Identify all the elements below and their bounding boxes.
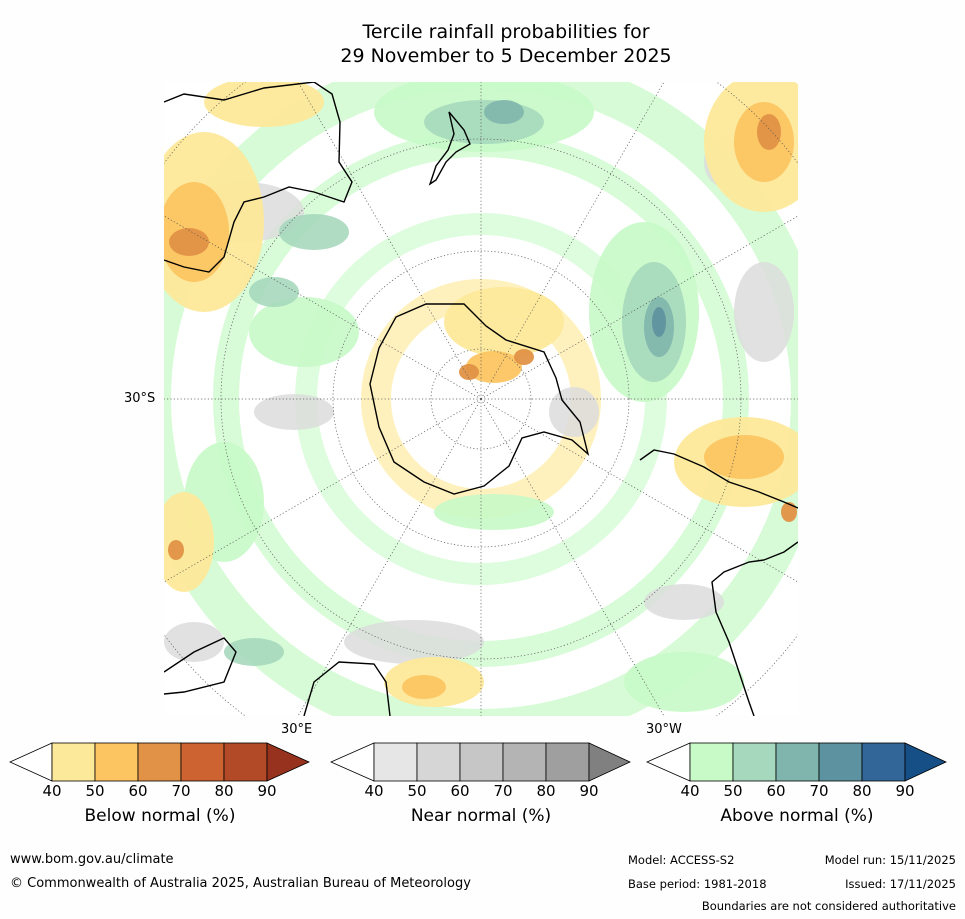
tick-label: 50	[407, 782, 427, 800]
longitude-label-east: 30°E	[281, 722, 313, 737]
tick-label: 70	[493, 782, 513, 800]
tick-label: 60	[450, 782, 470, 800]
cbar-seg	[818, 742, 863, 782]
tick-label: 60	[128, 782, 148, 800]
cbar-seg	[502, 742, 547, 782]
tick-label: 80	[214, 782, 234, 800]
longitude-label-west: 30°W	[646, 722, 682, 737]
tick-label: 90	[579, 782, 599, 800]
base-period-text: Base period: 1981-2018	[628, 877, 767, 891]
africa-coastline	[164, 637, 391, 716]
tick-label: 90	[895, 782, 915, 800]
tick-label: 40	[42, 782, 62, 800]
issued-text: Issued: 17/11/2025	[845, 877, 956, 891]
tick-label: 40	[364, 782, 384, 800]
tick-label: 80	[852, 782, 872, 800]
map-title: Tercile rainfall probabilities for 29 No…	[0, 20, 965, 68]
copyright-text: © Commonwealth of Australia 2025, Austra…	[10, 876, 471, 891]
tick-label: 90	[257, 782, 277, 800]
near-normal-label: Near normal (%)	[410, 806, 552, 826]
tick-label: 70	[171, 782, 191, 800]
tick-label: 60	[766, 782, 786, 800]
cbar-seg	[330, 742, 375, 782]
new-zealand-coastline	[428, 111, 471, 186]
colorbar-graphic	[330, 742, 631, 782]
cbar-seg	[266, 742, 310, 782]
title-line-2: 29 November to 5 December 2025	[340, 45, 672, 67]
south-america-coastline	[639, 449, 798, 716]
latitude-label: 30°S	[124, 391, 156, 406]
below-normal-label: Below normal (%)	[84, 806, 236, 826]
model-run-text: Model run: 15/11/2025	[824, 853, 956, 867]
above-normal-label: Above normal (%)	[720, 806, 874, 826]
cbar-seg	[646, 742, 691, 782]
tick-label: 50	[85, 782, 105, 800]
cbar-seg	[373, 742, 418, 782]
colorbar-graphic	[9, 742, 310, 782]
disclaimer-text: Boundaries are not considered authoritat…	[701, 899, 956, 913]
cbar-seg	[904, 742, 947, 782]
tick-label: 50	[723, 782, 743, 800]
cbar-seg	[459, 742, 504, 782]
colorbar-graphic	[646, 742, 947, 782]
cbar-seg	[861, 742, 906, 782]
above-normal-colorbar	[646, 742, 947, 782]
cbar-seg	[416, 742, 461, 782]
cbar-seg	[137, 742, 182, 782]
near-normal-colorbar	[330, 742, 631, 782]
tick-label: 40	[680, 782, 700, 800]
cbar-seg	[732, 742, 777, 782]
australia-coastline	[164, 82, 353, 273]
below-normal-colorbar	[9, 742, 310, 782]
title-line-1: Tercile rainfall probabilities for	[362, 21, 650, 43]
tick-label: 80	[536, 782, 556, 800]
cbar-seg	[51, 742, 96, 782]
tick-label: 70	[809, 782, 829, 800]
polar-map	[164, 82, 798, 716]
cbar-seg	[775, 742, 820, 782]
cbar-seg	[545, 742, 590, 782]
website-link[interactable]: www.bom.gov.au/climate	[10, 852, 174, 867]
model-text: Model: ACCESS-S2	[628, 853, 735, 867]
cbar-seg	[180, 742, 225, 782]
antarctica-coastline	[369, 303, 590, 495]
map-graphic	[164, 82, 798, 716]
cbar-seg	[94, 742, 139, 782]
cbar-seg	[223, 742, 268, 782]
cbar-seg	[9, 742, 53, 782]
cbar-seg	[689, 742, 734, 782]
cbar-seg	[588, 742, 631, 782]
